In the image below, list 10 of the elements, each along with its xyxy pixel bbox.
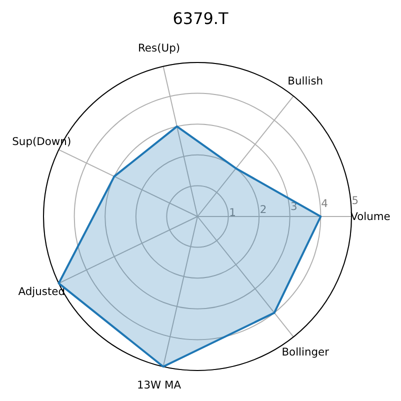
y-tick-label: 2 (260, 203, 267, 216)
spoke-label: Bollinger (282, 345, 330, 358)
chart-title: 6379.T (172, 9, 229, 28)
spoke-label: 13W MA (136, 378, 182, 392)
y-tick-label: 4 (321, 197, 328, 210)
y-tick-label: 5 (352, 194, 359, 208)
spoke-label: Bullish (288, 74, 324, 88)
y-tick-label: 3 (290, 200, 298, 214)
y-tick-label: 1 (229, 206, 236, 220)
spoke-label: Res(Up) (138, 41, 180, 54)
